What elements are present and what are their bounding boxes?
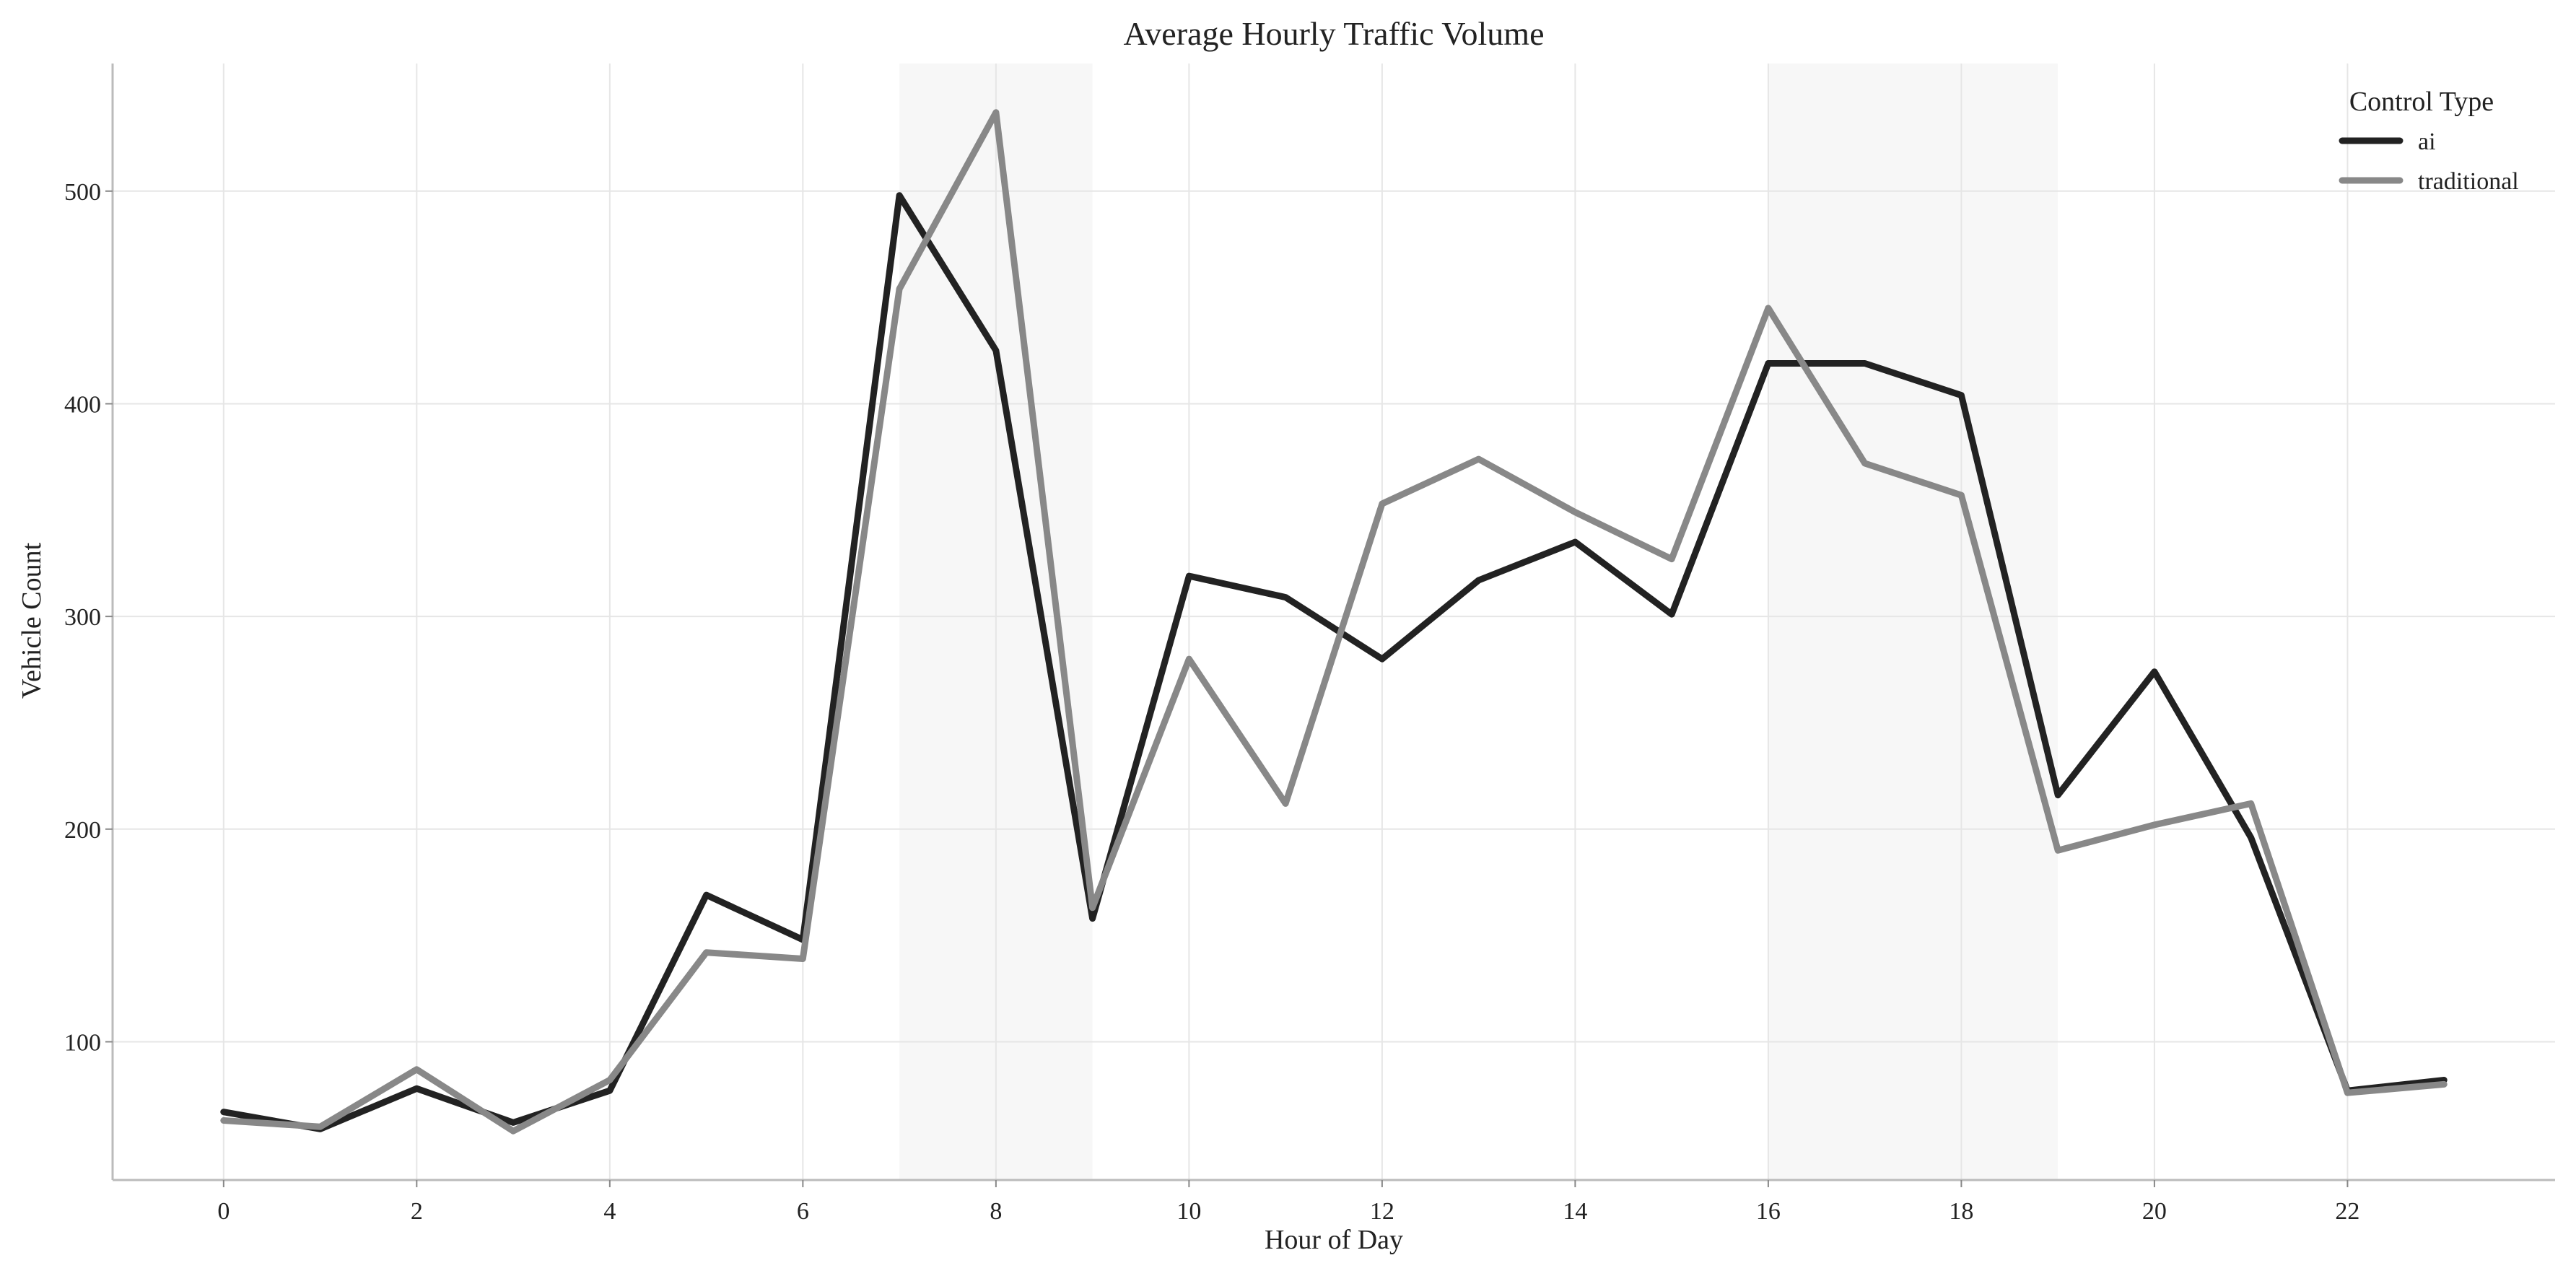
x-tick-label: 14 — [1563, 1198, 1587, 1225]
legend-label-ai: ai — [2418, 128, 2436, 155]
axes-spines — [111, 64, 2555, 1181]
x-tick-label: 18 — [1949, 1198, 1973, 1225]
ticks: 0 2 4 6 8 10 12 14 16 18 20 22 100 200 300 400 500 — [64, 179, 2359, 1225]
legend-label-traditional: traditional — [2418, 168, 2519, 195]
y-tick-label: 400 — [64, 391, 101, 418]
series-line-ai — [220, 192, 2448, 1132]
legend-items: ai traditional — [2339, 128, 2519, 195]
series-line-traditional — [220, 109, 2448, 1135]
chart-title: Average Hourly Traffic Volume — [1123, 15, 1544, 52]
x-tick-label: 2 — [411, 1198, 423, 1225]
shaded-bands — [899, 64, 2058, 1180]
series-lines — [220, 109, 2448, 1135]
y-tick-label: 300 — [64, 604, 101, 631]
x-tick-label: 16 — [1756, 1198, 1781, 1225]
x-tick-label: 8 — [990, 1198, 1002, 1225]
x-tick-label: 4 — [603, 1198, 616, 1225]
y-tick-label: 200 — [64, 817, 101, 844]
x-axis-label: Hour of Day — [1265, 1225, 1403, 1255]
shaded-band-1 — [1768, 64, 2058, 1180]
x-tick-label: 10 — [1176, 1198, 1201, 1225]
y-tick-label: 500 — [64, 179, 101, 206]
y-axis-label: Vehicle Count — [17, 542, 47, 699]
gridlines — [113, 64, 2555, 1180]
y-tick-label: 100 — [64, 1029, 101, 1056]
x-tick-label: 20 — [2142, 1198, 2167, 1225]
x-tick-label: 0 — [217, 1198, 230, 1225]
legend: Control Type ai traditional — [2339, 87, 2519, 195]
legend-title: Control Type — [2349, 87, 2494, 117]
x-tick-label: 22 — [2335, 1198, 2359, 1225]
x-tick-label: 12 — [1370, 1198, 1394, 1225]
x-tick-label: 6 — [797, 1198, 809, 1225]
